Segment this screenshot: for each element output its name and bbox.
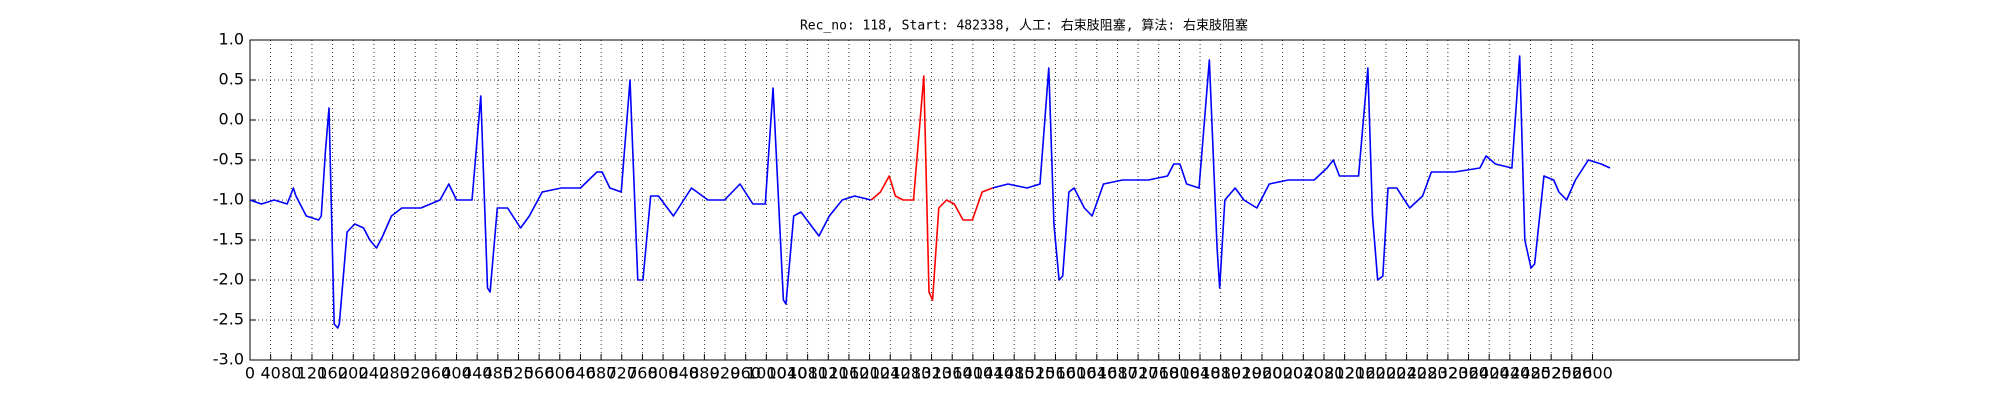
x-tick-label: 2160 bbox=[1345, 364, 1386, 383]
x-tick-label: 2080 bbox=[1304, 364, 1345, 383]
x-tick-label: 1040 bbox=[767, 364, 808, 383]
x-tick-label: 680 bbox=[586, 364, 617, 383]
series-line bbox=[870, 75, 993, 301]
x-tick-label: 1880 bbox=[1200, 364, 1241, 383]
x-tick-label: 840 bbox=[668, 364, 699, 383]
x-tick-label: 880 bbox=[689, 364, 720, 383]
x-tick-label: 2280 bbox=[1407, 364, 1448, 383]
x-tick-label: 280 bbox=[379, 364, 410, 383]
x-tick-label: 2040 bbox=[1283, 364, 1324, 383]
y-tick-label: -0.5 bbox=[213, 150, 244, 169]
x-tick-label: 2120 bbox=[1324, 364, 1365, 383]
y-tick-label: 0.0 bbox=[219, 110, 244, 129]
x-tick-label: 920 bbox=[710, 364, 741, 383]
x-tick-label: 480 bbox=[483, 364, 514, 383]
x-tick-label: 1800 bbox=[1159, 364, 1200, 383]
x-tick-label: 1120 bbox=[808, 364, 849, 383]
x-tick-label: 1840 bbox=[1180, 364, 1221, 383]
x-tick-label: 2360 bbox=[1448, 364, 1489, 383]
x-tick-label: 560 bbox=[524, 364, 555, 383]
x-tick-label: 1760 bbox=[1138, 364, 1179, 383]
x-tick-label: 0 bbox=[245, 364, 255, 383]
x-tick-label: 2440 bbox=[1489, 364, 1530, 383]
x-tick-label: 200 bbox=[338, 364, 369, 383]
x-tick-label: 1520 bbox=[1014, 364, 1055, 383]
x-tick-label: 2240 bbox=[1386, 364, 1427, 383]
x-tick-label: 360 bbox=[421, 364, 452, 383]
x-tick-label: 520 bbox=[503, 364, 534, 383]
x-tick-label: 160 bbox=[317, 364, 348, 383]
x-tick-label: 240 bbox=[359, 364, 390, 383]
x-tick-label: 1160 bbox=[829, 364, 870, 383]
x-tick-label: 2400 bbox=[1469, 364, 1510, 383]
x-tick-label: 1480 bbox=[994, 364, 1035, 383]
x-tick-label: 1600 bbox=[1056, 364, 1097, 383]
x-tick-label: 1680 bbox=[1097, 364, 1138, 383]
x-tick-label: 2320 bbox=[1428, 364, 1469, 383]
x-tick-label: 960 bbox=[730, 364, 761, 383]
x-tick-label: 760 bbox=[627, 364, 658, 383]
x-tick-label: 2600 bbox=[1572, 364, 1613, 383]
y-tick-label: 1.0 bbox=[219, 30, 244, 49]
x-tick-label: 640 bbox=[565, 364, 596, 383]
x-tick-label: 800 bbox=[648, 364, 679, 383]
y-tick-label: -3.0 bbox=[213, 350, 244, 369]
y-tick-label: -2.5 bbox=[213, 310, 244, 329]
x-tick-label: 80 bbox=[281, 364, 301, 383]
y-tick-label: 0.5 bbox=[219, 70, 244, 89]
x-tick-label: 2480 bbox=[1510, 364, 1551, 383]
plot-frame bbox=[249, 39, 1800, 361]
x-tick-label: 1280 bbox=[891, 364, 932, 383]
x-tick-label: 720 bbox=[606, 364, 637, 383]
chart-title: Rec_no: 118, Start: 482338, 人工: 右束肢阻塞, 算… bbox=[800, 18, 1248, 34]
x-tick-label: 120 bbox=[297, 364, 328, 383]
x-tick-label: 600 bbox=[545, 364, 576, 383]
x-tick-label: 1200 bbox=[849, 364, 890, 383]
x-tick-label: 1720 bbox=[1118, 364, 1159, 383]
y-tick-label: -1.0 bbox=[213, 190, 244, 209]
x-tick-label: 400 bbox=[441, 364, 472, 383]
x-tick-label: 1920 bbox=[1221, 364, 1262, 383]
y-tick-label: -1.5 bbox=[213, 230, 244, 249]
x-tick-label: 1440 bbox=[973, 364, 1014, 383]
x-tick-label: 2560 bbox=[1551, 364, 1592, 383]
x-tick-label: 1960 bbox=[1242, 364, 1283, 383]
x-tick-label: 320 bbox=[400, 364, 431, 383]
x-tick-label: 1080 bbox=[787, 364, 828, 383]
y-tick-label: -2.0 bbox=[213, 270, 244, 289]
x-tick-label: 1000 bbox=[746, 364, 787, 383]
x-tick-label: 1360 bbox=[932, 364, 973, 383]
x-tick-label: 40 bbox=[260, 364, 280, 383]
x-tick-label: 2000 bbox=[1262, 364, 1303, 383]
x-tick-label: 2520 bbox=[1531, 364, 1572, 383]
x-tick-label: 1240 bbox=[870, 364, 911, 383]
x-tick-label: 2200 bbox=[1366, 364, 1407, 383]
x-tick-label: 1640 bbox=[1076, 364, 1117, 383]
x-tick-label: 1560 bbox=[1035, 364, 1076, 383]
x-tick-label: 440 bbox=[462, 364, 493, 383]
x-tick-label: 1400 bbox=[953, 364, 994, 383]
x-tick-label: 1320 bbox=[911, 364, 952, 383]
series-line bbox=[249, 55, 1611, 329]
